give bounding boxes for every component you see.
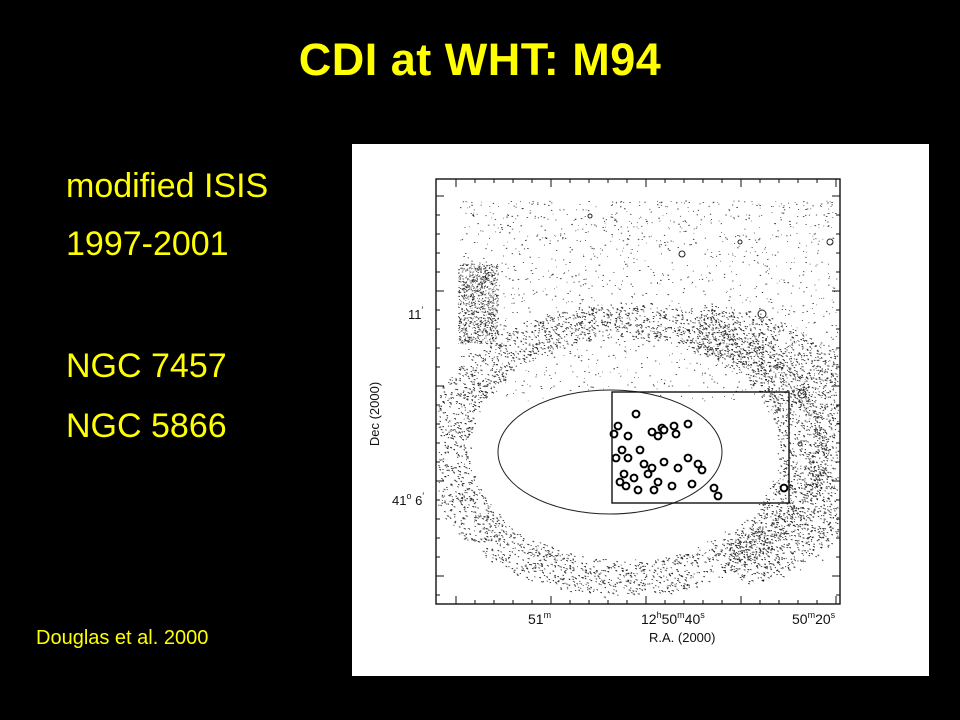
galaxy-contours [438, 302, 840, 599]
pn-marker [693, 459, 703, 469]
pn-marker [649, 485, 659, 495]
bullet-ngc-7457: NGC 7457 [66, 347, 227, 385]
x-tick-label-12h50m40s: 12h50m40s [641, 610, 705, 627]
pn-marker [683, 453, 693, 463]
planetary-nebulae-markers [609, 409, 789, 501]
pn-marker [647, 427, 657, 437]
bright-star-contour [757, 309, 767, 319]
slide-title: CDI at WHT: M94 [298, 34, 662, 85]
pn-marker [779, 483, 789, 493]
bright-star-contour [737, 239, 743, 245]
pn-marker [683, 419, 693, 429]
pn-marker [647, 463, 657, 473]
axis-ticks [436, 179, 840, 604]
pn-marker [639, 459, 649, 469]
ring-contour-speckle [438, 302, 840, 599]
bullet-years: 1997-2001 [66, 225, 229, 263]
pn-marker [713, 491, 723, 501]
pn-marker [623, 453, 633, 463]
bright-star-contour [797, 389, 807, 399]
figure-svg: 11′ 41o 6′ Dec (2000) 51m 12h50m40s 50m2… [367, 178, 841, 645]
x-axis-label: R.A. (2000) [649, 630, 715, 645]
star-field [458, 200, 839, 447]
bullet-instrument: modified ISIS [66, 167, 269, 205]
y-axis-label: Dec (2000) [367, 382, 382, 446]
inner-ring-edge [497, 389, 723, 515]
pn-marker [653, 431, 663, 441]
pn-marker [667, 481, 677, 491]
pn-marker [659, 425, 669, 435]
m94-contour-figure: 11′ 41o 6′ Dec (2000) 51m 12h50m40s 50m2… [352, 144, 929, 676]
bright-star-contour [826, 238, 834, 246]
tick-marks [436, 179, 840, 604]
bright-star-contour [797, 441, 803, 447]
pn-marker [631, 409, 641, 419]
pn-marker [615, 477, 625, 487]
bullet-ngc-5866: NGC 5866 [66, 407, 227, 445]
pn-marker [619, 469, 629, 479]
pn-marker [653, 477, 663, 487]
field-of-view-box [611, 391, 790, 504]
pn-marker [633, 485, 643, 495]
x-tick-label-51m: 51m [528, 610, 551, 627]
background-star-speckle [458, 200, 839, 402]
pn-marker [611, 453, 621, 463]
pn-marker [687, 479, 697, 489]
pn-marker [709, 483, 719, 493]
pn-marker [643, 469, 653, 479]
citation: Douglas et al. 2000 [36, 627, 209, 649]
pn-marker [623, 431, 633, 441]
pn-marker [629, 473, 639, 483]
plot-frame [435, 178, 841, 605]
pn-marker [671, 429, 681, 439]
x-tick-label-50m20s: 50m20s [792, 610, 836, 627]
bright-star-contour [587, 213, 593, 219]
bright-star-contour [678, 250, 686, 258]
pn-marker [617, 445, 627, 455]
y-tick-label-11: 11′ [408, 305, 424, 322]
pn-marker [635, 445, 645, 455]
pn-marker [673, 463, 683, 473]
pn-marker [659, 457, 669, 467]
y-tick-label-41-6: 41o 6′ [392, 491, 424, 508]
pn-marker [697, 465, 707, 475]
pn-marker [613, 421, 623, 431]
pn-marker [669, 421, 679, 431]
pn-marker [621, 481, 631, 491]
